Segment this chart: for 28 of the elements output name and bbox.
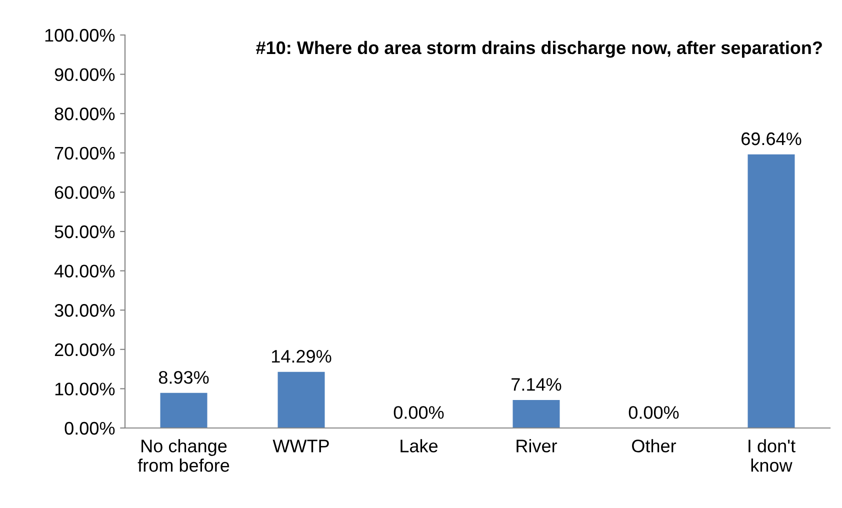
x-tick-label: Other — [632, 439, 676, 452]
y-tick-label: 0.00% — [64, 422, 115, 435]
data-label: 0.00% — [628, 406, 679, 419]
x-tick-label: River — [516, 439, 558, 452]
data-label: 14.29% — [272, 350, 332, 363]
data-label: 8.93% — [158, 370, 209, 384]
bar — [748, 154, 795, 428]
y-tick-label: 100.00% — [45, 28, 115, 42]
bar — [512, 400, 560, 428]
x-tick-label: WWTP — [272, 440, 329, 452]
data-label: 7.14% — [512, 378, 562, 391]
x-tick-label: No change from before — [138, 439, 230, 472]
y-tick-label: 80.00% — [54, 108, 115, 120]
y-tick-label: 50.00% — [54, 225, 115, 238]
y-tick-label: 10.00% — [55, 382, 115, 396]
y-tick-label: 70.00% — [54, 146, 115, 160]
x-tick-label: I don't know — [748, 439, 796, 472]
x-tick-label: Lake — [400, 439, 438, 452]
chart-title: #10: Where do area storm drains discharge now, after separation? — [256, 40, 822, 58]
y-tick-label: 30.00% — [54, 304, 115, 317]
data-label: 0.00% — [394, 406, 444, 419]
bar — [160, 392, 208, 428]
y-tick-label: 20.00% — [54, 343, 115, 356]
y-tick-label: 40.00% — [54, 264, 115, 278]
y-tick-label: 60.00% — [54, 186, 115, 199]
data-label: 69.64% — [742, 132, 802, 146]
bar — [278, 372, 325, 428]
y-tick-label: 90.00% — [54, 68, 115, 82]
